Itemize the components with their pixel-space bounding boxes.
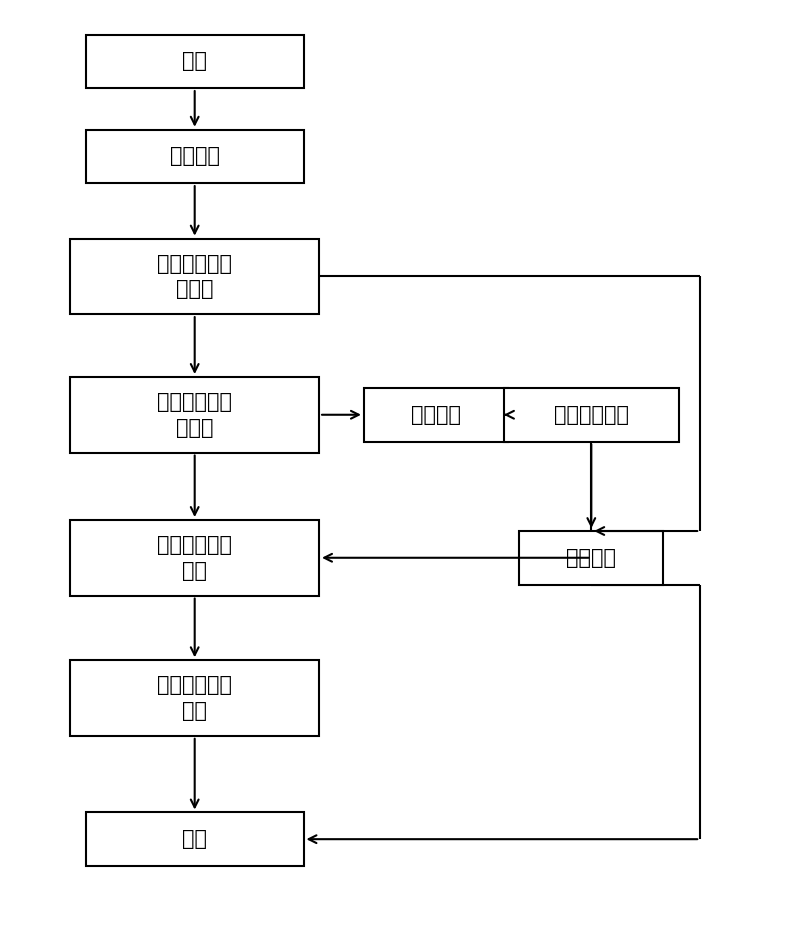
Bar (86, 129, 303, 183)
Bar (70, 238, 319, 314)
Text: 读取线路层和
钻孔层: 读取线路层和 钻孔层 (157, 253, 232, 299)
Text: 显示输入涨缩
值界面: 显示输入涨缩 值界面 (157, 392, 232, 438)
Bar (70, 377, 319, 452)
Bar (70, 519, 319, 596)
Bar (364, 388, 508, 441)
Text: 无线路层: 无线路层 (566, 547, 616, 568)
Text: 运行程序: 运行程序 (170, 146, 220, 167)
Bar (504, 388, 679, 441)
Bar (86, 813, 303, 866)
Bar (520, 531, 663, 585)
Bar (70, 660, 319, 735)
Text: 程序执行自动
涨缩: 程序执行自动 涨缩 (157, 675, 232, 721)
Bar (86, 34, 303, 88)
Text: 开始: 开始 (182, 51, 208, 72)
Text: 程序自动检测
参数: 程序自动检测 参数 (157, 535, 232, 581)
Text: 结束: 结束 (182, 830, 208, 849)
Text: 快速填写: 快速填写 (411, 405, 461, 425)
Text: 钻孔自动填写: 钻孔自动填写 (554, 405, 629, 425)
